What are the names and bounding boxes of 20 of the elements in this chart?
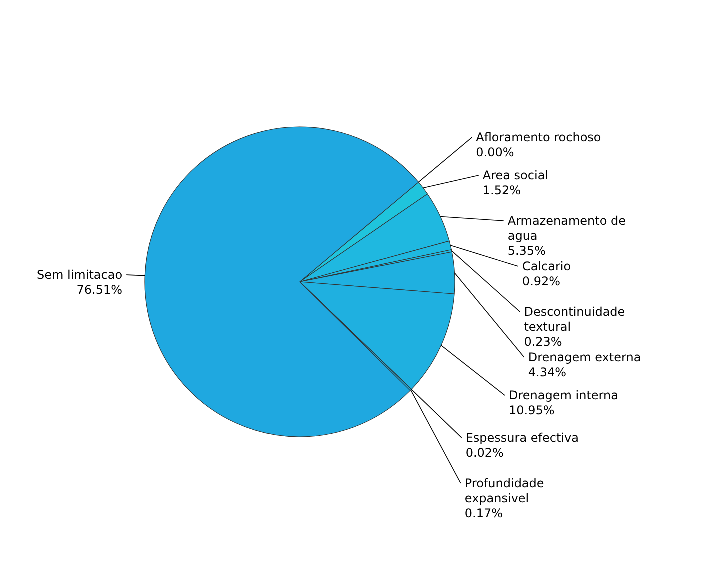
text: 0.00% [476, 146, 514, 160]
slice-label: Espessura efectiva [466, 430, 579, 445]
slice-label: Descontinuidade textural [524, 305, 626, 334]
data-label: 0.92% [522, 274, 561, 289]
slice-label: Drenagem externa [528, 350, 642, 365]
slice-label: Area social [482, 168, 549, 183]
data-label: 0.23% [524, 335, 562, 350]
data-label: 0.17% [464, 506, 504, 520]
data-label: 76.51% [76, 283, 123, 298]
data-label: 1.52% [482, 184, 521, 198]
slice-label: Profundidade expansivel [464, 476, 544, 506]
data-label: 0.02% [466, 446, 504, 460]
category-label: Afloramento rochoso [476, 130, 602, 145]
slice-label: Drenagem interna [509, 388, 618, 403]
slice-label: Sem limitacao [36, 268, 123, 282]
slice-label: Armazenamento de agua [508, 214, 626, 244]
data-label: 5.35% [508, 244, 546, 258]
data-label: 10.95% [509, 404, 555, 418]
data-label: 4.34% [528, 366, 566, 380]
slice-label: Calcario [522, 260, 572, 274]
